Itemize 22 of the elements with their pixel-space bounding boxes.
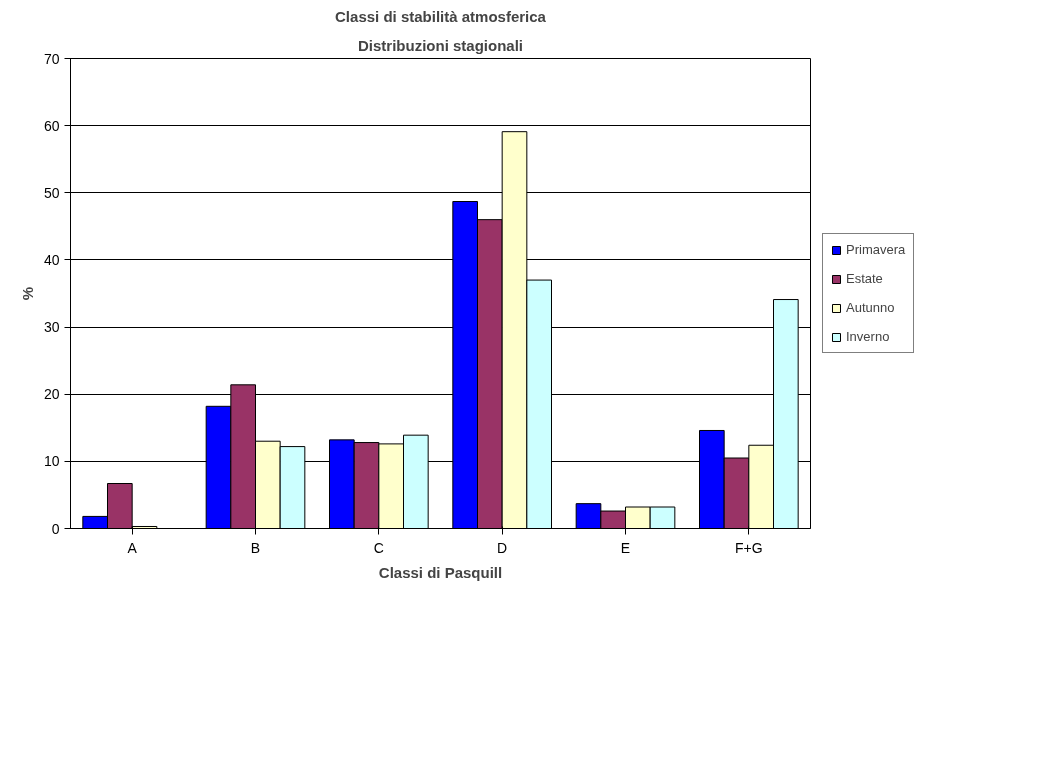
- x-tick-label: C: [373, 539, 384, 556]
- y-tick-label: 20: [43, 386, 60, 403]
- x-axis-title: Classi di Pasquill: [378, 563, 503, 581]
- y-axis-title: %: [18, 286, 36, 301]
- x-tick-label: F+G: [735, 539, 763, 556]
- legend-label: Autunno: [846, 300, 895, 315]
- chart-title: Classi di stabilità atmosferica: [335, 7, 547, 25]
- legend-label: Estate: [846, 271, 883, 286]
- x-tick-label: D: [497, 539, 508, 556]
- x-tick-label: E: [620, 539, 631, 556]
- x-tick-label: A: [127, 539, 138, 556]
- y-tick-label: 40: [43, 251, 60, 268]
- y-tick-label: 30: [43, 319, 60, 336]
- y-tick-label: 50: [43, 184, 60, 201]
- chart-subtitle: Distribuzioni stagionali: [358, 36, 524, 54]
- legend-label: Inverno: [846, 329, 890, 344]
- y-tick-label: 60: [43, 117, 60, 134]
- legend-label: Primavera: [846, 242, 906, 257]
- x-tick-label: B: [250, 539, 261, 556]
- y-tick-label: 70: [43, 50, 60, 67]
- y-tick-label: 0: [51, 520, 60, 537]
- y-tick-label: 10: [43, 453, 60, 470]
